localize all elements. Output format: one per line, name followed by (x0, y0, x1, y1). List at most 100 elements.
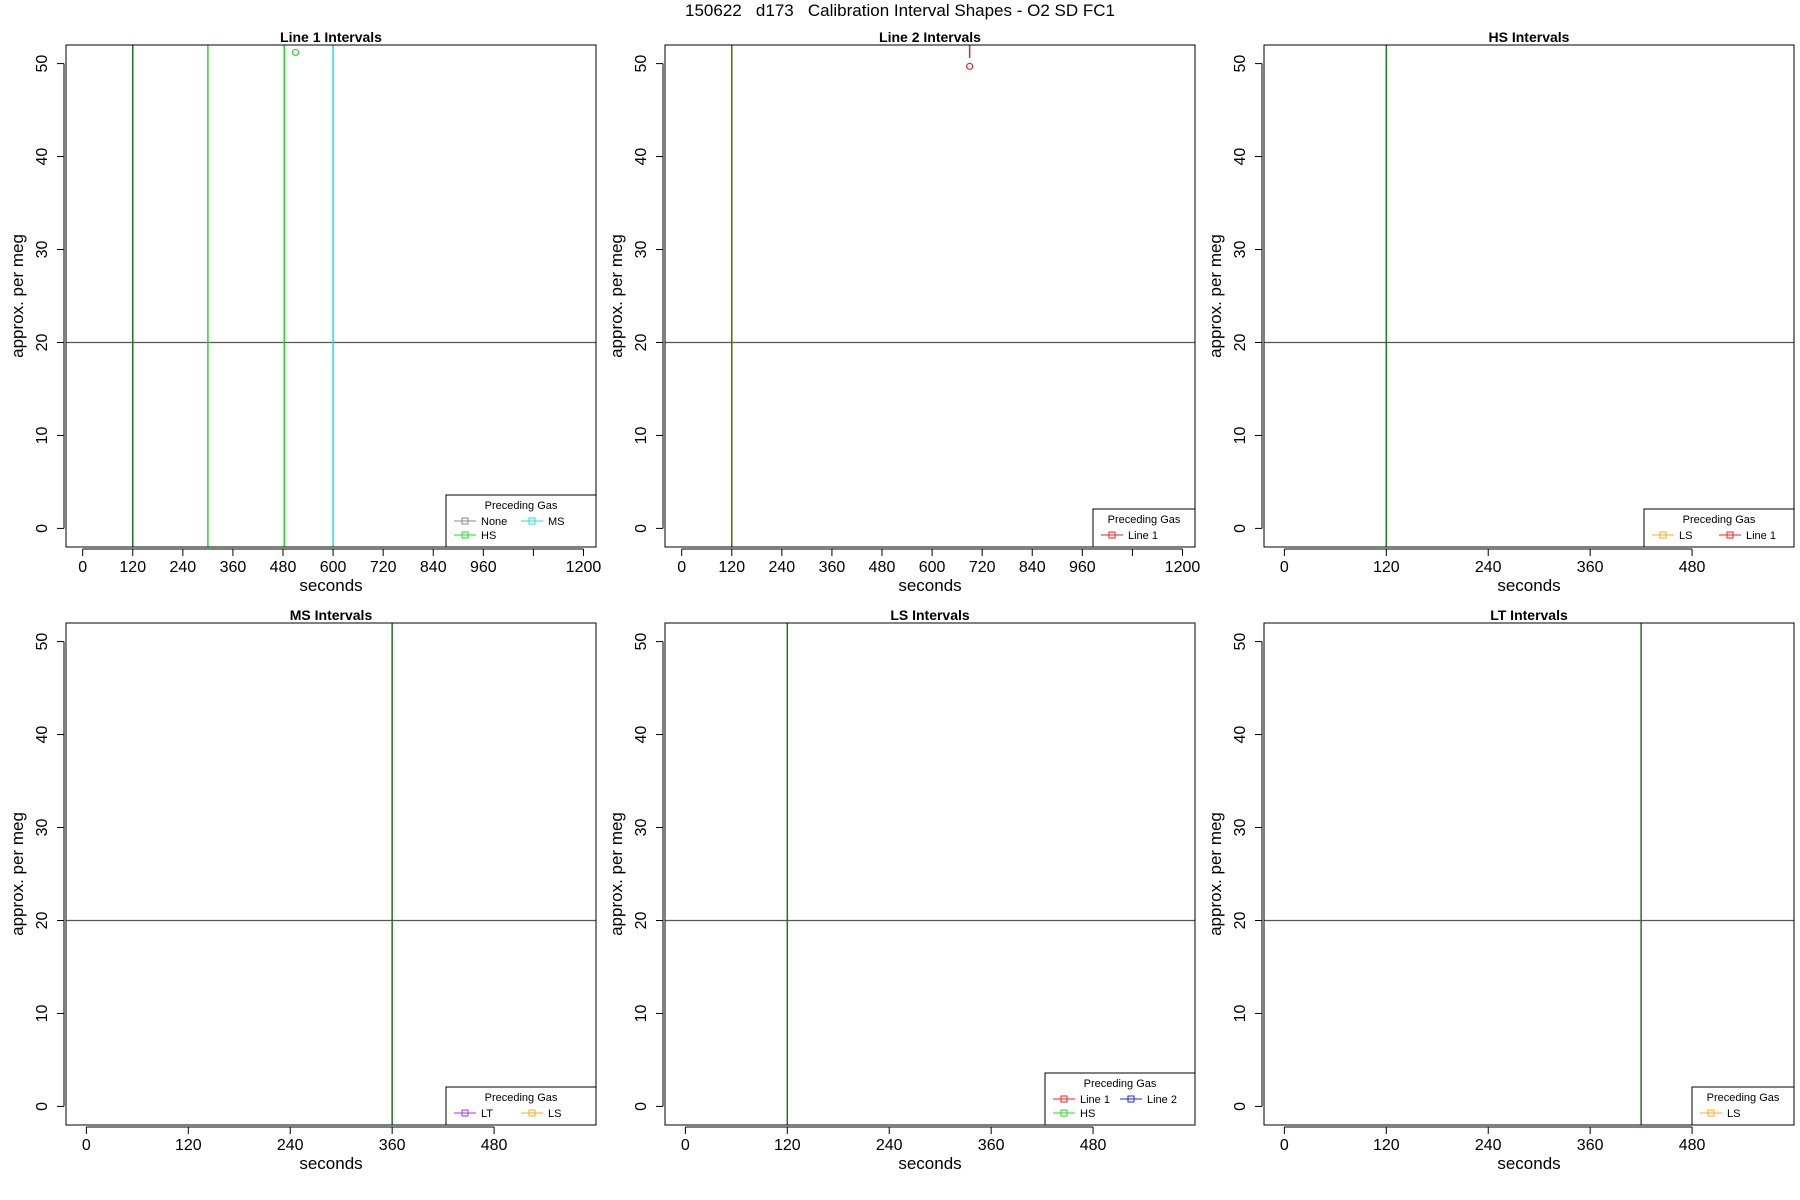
panel-2: Line 2 Intervals 0 120 240 360 480 600 720 840 96… (607, 29, 1200, 595)
legend-label: LS (1727, 1108, 1740, 1120)
x-tick-label: 0 (1280, 1137, 1289, 1154)
legend-label: HS (481, 530, 496, 542)
y-tick-label: 10 (1232, 1004, 1249, 1022)
y-axis-label: approx. per meg (1206, 812, 1225, 936)
legend-box (445, 1086, 597, 1126)
x-tick-label: 480 (1080, 1137, 1107, 1154)
x-tick-label: 480 (270, 559, 297, 576)
legend-box (1691, 1086, 1795, 1126)
panel-title: LT Intervals (1490, 607, 1568, 623)
panel-title: HS Intervals (1489, 29, 1570, 45)
legend-swatch-marker (461, 1109, 469, 1117)
x-tick-label: 960 (470, 559, 497, 576)
y-tick-label: 0 (633, 524, 650, 533)
legend: Preceding Gas Line 1 (1092, 508, 1196, 548)
legend-title: Preceding Gas (1108, 514, 1181, 526)
data-point (966, 62, 974, 70)
x-tick-label: 360 (1577, 1137, 1604, 1154)
y-axis-label: approx. per meg (8, 812, 27, 936)
legend-swatch-marker (461, 531, 469, 539)
y-tick-label: 20 (34, 333, 51, 351)
y-tick-label: 10 (1232, 426, 1249, 444)
plot-frame (664, 622, 1196, 1126)
plot-frame (65, 622, 597, 1126)
legend-entry: LS (521, 1108, 561, 1120)
x-tick-label: 240 (277, 1137, 304, 1154)
x-tick-label: 360 (978, 1137, 1005, 1154)
legend-swatch-marker (1127, 1095, 1135, 1103)
panel-title: LS Intervals (890, 607, 970, 623)
x-tick-label: 1200 (1165, 559, 1201, 576)
x-tick-label: 240 (876, 1137, 903, 1154)
x-axis-label: seconds (898, 1154, 961, 1173)
x-tick-label: 720 (969, 559, 996, 576)
legend-entry: HS (454, 530, 496, 542)
legend-title: Preceding Gas (485, 1092, 558, 1104)
plot-frame (65, 44, 597, 548)
x-tick-label: 240 (1475, 559, 1502, 576)
y-tick-label: 0 (1232, 1102, 1249, 1111)
y-tick-label: 10 (34, 1004, 51, 1022)
legend-label: Line 1 (1128, 530, 1158, 542)
data-point (291, 48, 300, 57)
panel-5: LS Intervals 0 120 240 360 480 seconds 0 10 20 30 4… (607, 607, 1196, 1173)
x-axis-label: seconds (299, 1154, 362, 1173)
x-tick-label: 120 (774, 1137, 801, 1154)
panel-3: HS Intervals 0 120 240 360 480 seconds 0 10 20 30 4… (1206, 29, 1795, 595)
panel-title: Line 2 Intervals (879, 29, 981, 45)
y-tick-label: 20 (34, 911, 51, 929)
x-tick-label: 480 (869, 559, 896, 576)
x-axis-label: seconds (1497, 1154, 1560, 1173)
legend-entry: Line 1 (1053, 1094, 1110, 1106)
legend-swatch-marker (1108, 531, 1116, 539)
x-tick-label: 960 (1069, 559, 1096, 576)
plot-frame (1263, 622, 1795, 1126)
x-tick-label: 120 (718, 559, 745, 576)
x-tick-label: 480 (1679, 559, 1706, 576)
y-tick-label: 20 (633, 911, 650, 929)
y-tick-label: 30 (633, 241, 650, 259)
legend-label: LS (1679, 530, 1692, 542)
y-axis-label: approx. per meg (607, 812, 626, 936)
y-axis-label: approx. per meg (8, 234, 27, 358)
y-tick-label: 30 (1232, 241, 1249, 259)
x-tick-label: 240 (1475, 1137, 1502, 1154)
y-tick-label: 50 (633, 55, 650, 73)
x-axis-label: seconds (898, 576, 961, 595)
legend-entry: LS (1652, 530, 1692, 542)
legend-entry: LS (1700, 1108, 1740, 1120)
y-axis-label: approx. per meg (1206, 234, 1225, 358)
legend-swatch-marker (528, 517, 536, 525)
y-tick-label: 0 (633, 1102, 650, 1111)
legend-label: LS (548, 1108, 561, 1120)
legend-entry: None (454, 516, 507, 528)
y-tick-label: 0 (34, 1102, 51, 1111)
x-tick-label: 240 (768, 559, 795, 576)
legend-title: Preceding Gas (485, 500, 558, 512)
y-tick-label: 40 (34, 726, 51, 744)
x-tick-label: 480 (481, 1137, 508, 1154)
y-tick-label: 40 (1232, 726, 1249, 744)
x-tick-label: 120 (1373, 1137, 1400, 1154)
x-tick-label: 120 (1373, 559, 1400, 576)
x-tick-label: 600 (919, 559, 946, 576)
y-tick-label: 50 (34, 55, 51, 73)
x-tick-label: 0 (677, 559, 686, 576)
x-tick-label: 360 (819, 559, 846, 576)
x-tick-label: 120 (175, 1137, 202, 1154)
panel-title: MS Intervals (290, 607, 373, 623)
y-tick-label: 40 (633, 726, 650, 744)
x-tick-label: 600 (320, 559, 347, 576)
legend-label: LT (481, 1108, 493, 1120)
x-tick-label: 360 (379, 1137, 406, 1154)
legend-label: HS (1080, 1108, 1095, 1120)
y-tick-label: 30 (34, 819, 51, 837)
x-tick-label: 360 (1577, 559, 1604, 576)
x-tick-label: 360 (220, 559, 247, 576)
legend-label: Line 2 (1147, 1094, 1177, 1106)
legend-swatch-marker (1707, 1109, 1715, 1117)
y-tick-label: 30 (633, 819, 650, 837)
legend-label: Line 1 (1746, 530, 1776, 542)
y-tick-label: 40 (34, 148, 51, 166)
legend-title: Preceding Gas (1683, 514, 1756, 526)
